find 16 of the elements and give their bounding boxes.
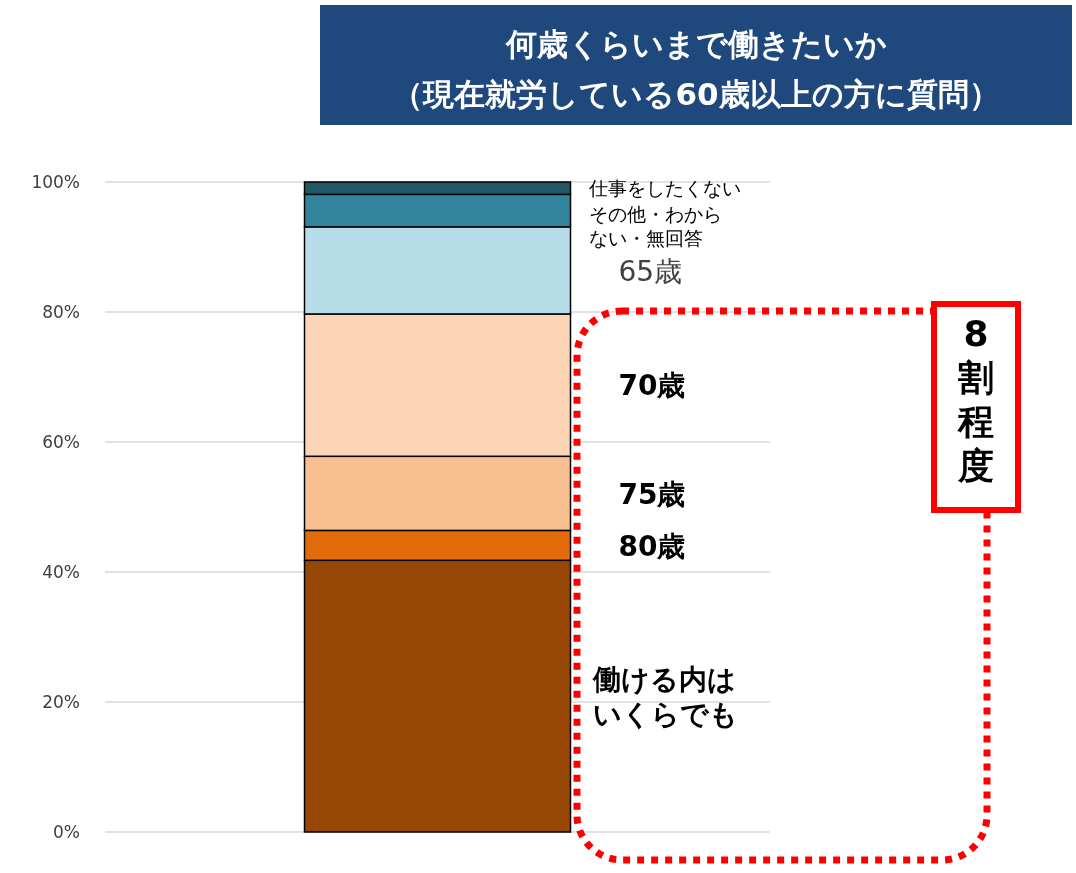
text: 8割程度 bbox=[957, 313, 994, 486]
y-tick-label: 60% bbox=[42, 432, 80, 452]
series-label: 70歳 bbox=[618, 369, 686, 403]
series-label: 65歳 bbox=[618, 254, 683, 288]
series-label: 仕事をしたくない bbox=[587, 177, 741, 200]
series-label: 働ける内はいくらでも bbox=[591, 662, 738, 731]
y-tick-label: 100% bbox=[31, 172, 80, 192]
y-tick-label: 80% bbox=[42, 302, 80, 322]
y-tick-label: 40% bbox=[42, 562, 80, 582]
y-tick-label: 20% bbox=[42, 692, 80, 712]
series-label: その他・わからない・無回答 bbox=[588, 202, 722, 249]
series-label: 80歳 bbox=[618, 529, 686, 563]
series-label: 75歳 bbox=[618, 477, 686, 511]
text: （現在就労している60歳以上の方に質問） bbox=[392, 76, 1000, 112]
text: 何歳くらいまで働きたいか bbox=[504, 26, 887, 62]
y-tick-label: 0% bbox=[53, 822, 80, 842]
